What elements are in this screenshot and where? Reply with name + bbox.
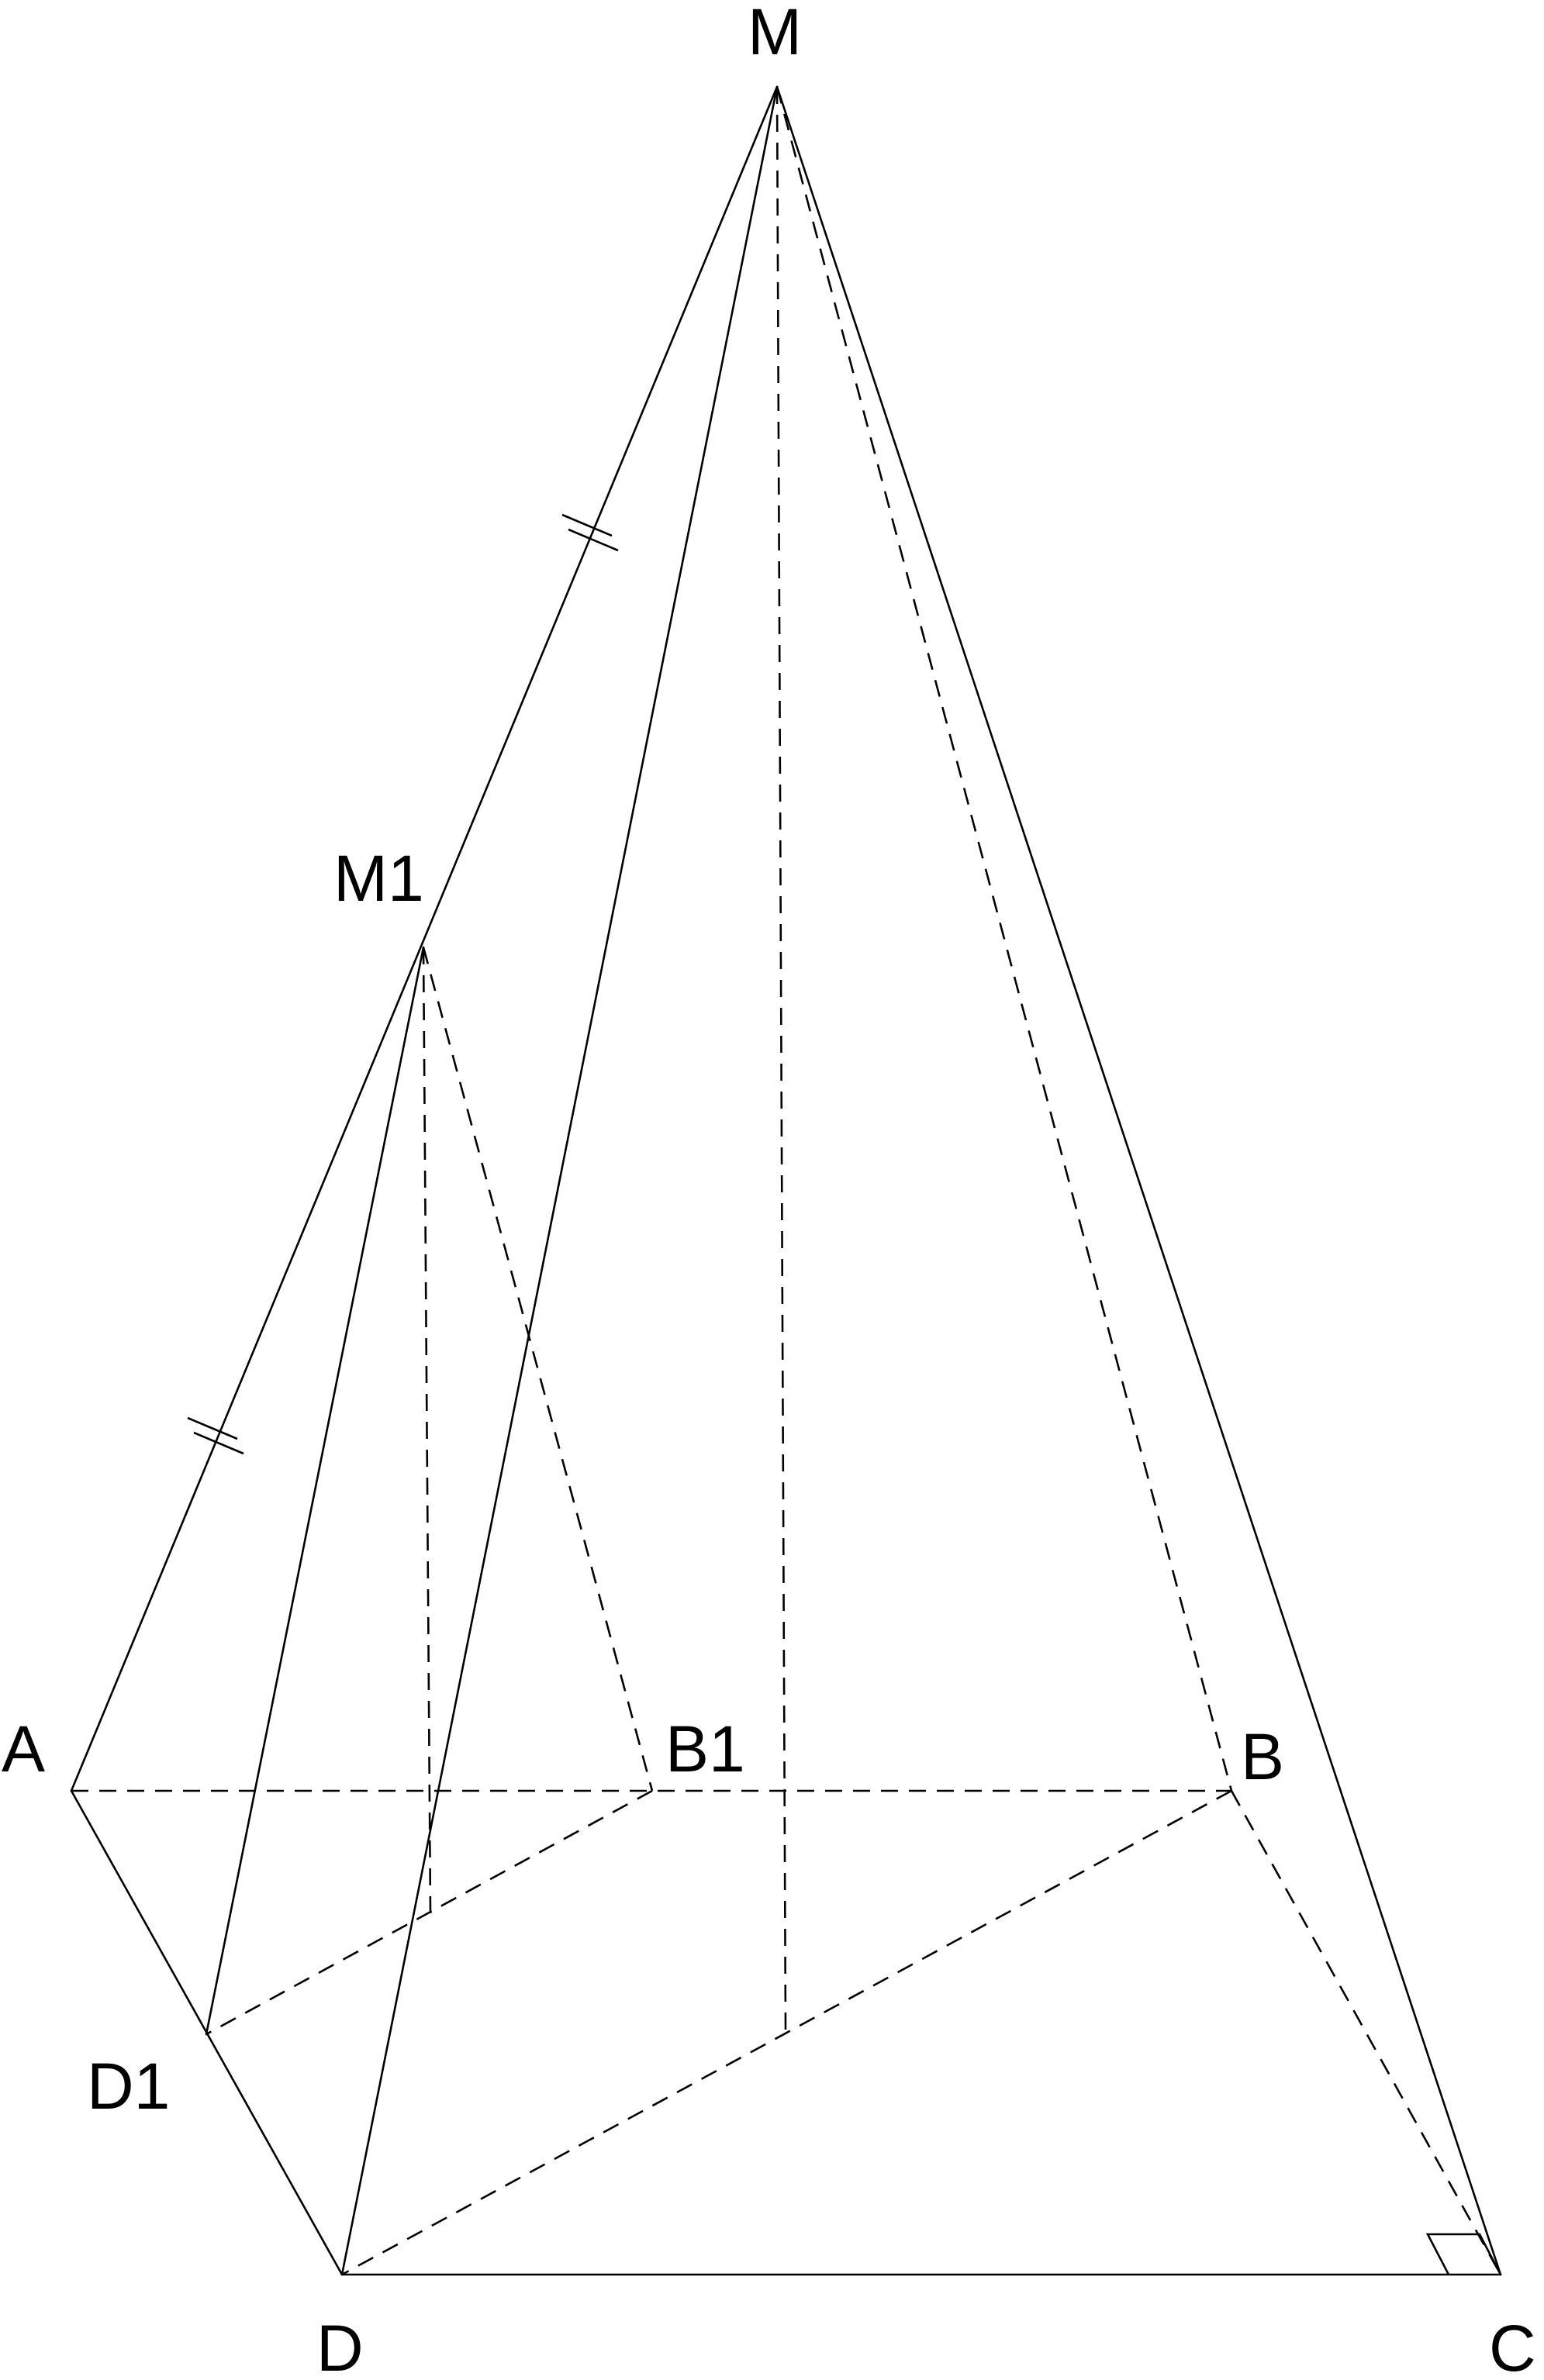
label-B: B — [1241, 1720, 1284, 1793]
edge-M-D — [340, 85, 779, 2276]
label-D1: D1 — [87, 2050, 170, 2123]
edge-M-A — [70, 85, 779, 1792]
diagonal-B-D — [341, 1789, 1232, 2276]
label-M1: M1 — [333, 842, 424, 915]
equal-mark-upper — [561, 513, 619, 552]
edge-B1-D1 — [206, 1789, 653, 2036]
label-D: D — [316, 2312, 364, 2380]
edge-M-B — [775, 86, 1233, 1792]
height-M1-O1 — [422, 947, 432, 1914]
edge-M1-D1 — [205, 946, 425, 2036]
height-M-O — [775, 86, 787, 2032]
label-A: A — [2, 1713, 45, 1785]
label-M: M — [748, 0, 802, 68]
edge-M1-B1 — [422, 947, 654, 1792]
edge-B-C — [1230, 1790, 1502, 2275]
label-B1: B1 — [665, 1713, 745, 1785]
equal-mark-lower — [187, 1416, 244, 1455]
label-C: C — [1489, 2312, 1536, 2380]
right-angle-marker — [1425, 2233, 1502, 2276]
edge-M-C — [775, 85, 1502, 2276]
